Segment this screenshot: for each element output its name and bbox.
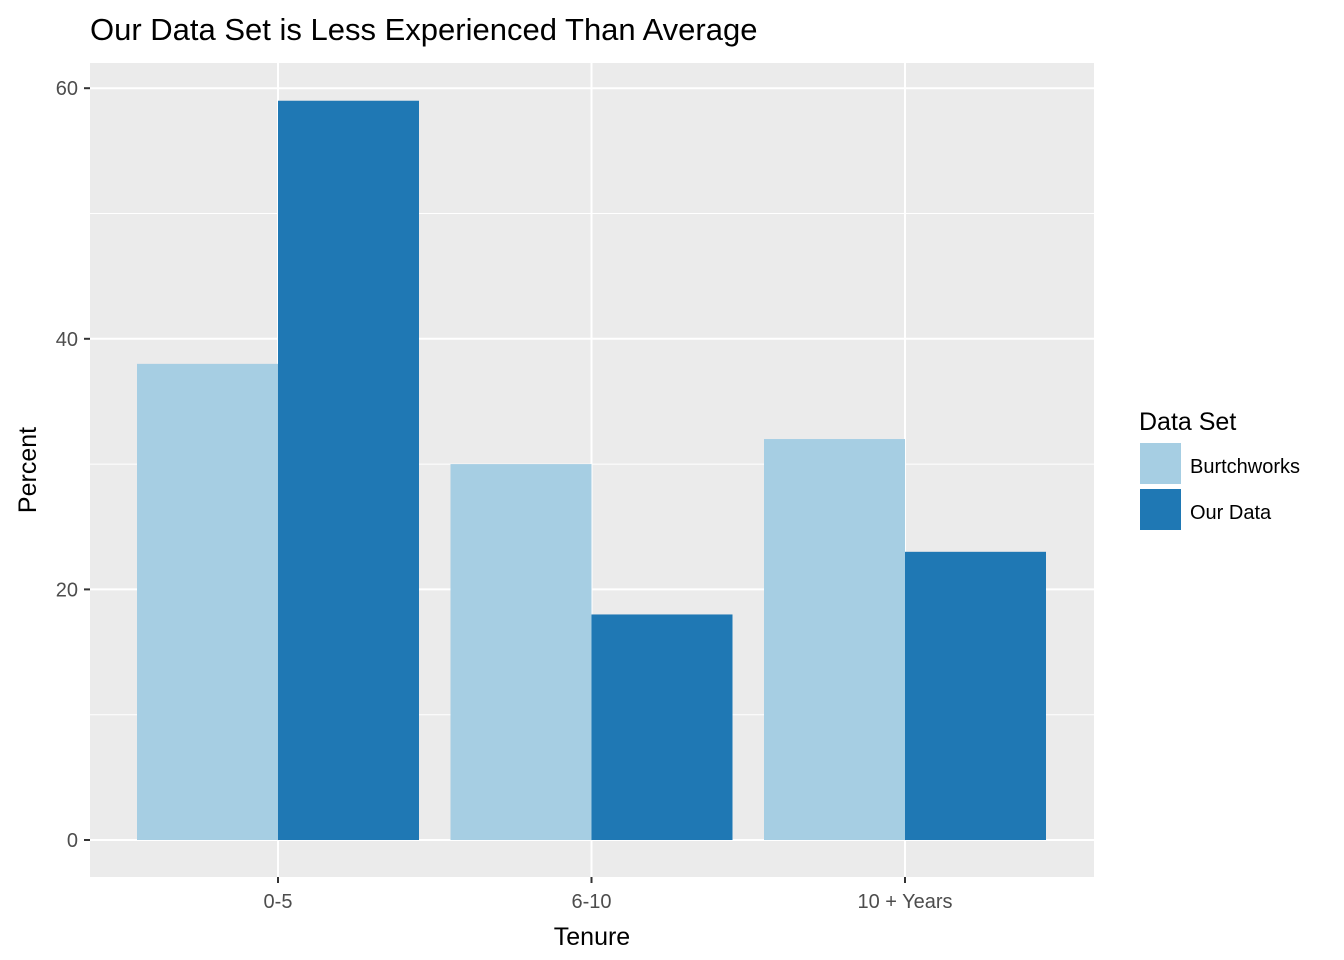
legend-label-burtchworks: Burtchworks [1190, 456, 1300, 478]
y-tick-label: 0 [67, 830, 78, 852]
x-tick-label: 10 + Years [857, 891, 952, 913]
y-tick-label: 60 [56, 78, 78, 100]
bar-burtchworks-0-5 [137, 363, 278, 840]
bar-our-data-6-10 [591, 614, 733, 840]
y-tick-label: 40 [56, 329, 78, 351]
x-axis: 0-5 6-10 10 + Years [264, 877, 953, 913]
bar-burtchworks-6-10 [450, 464, 592, 840]
legend-title: Data Set [1139, 408, 1236, 436]
x-tick-label: 0-5 [264, 891, 293, 913]
y-axis-title: Percent [14, 427, 42, 513]
legend-label-our-data: Our Data [1190, 502, 1272, 524]
legend-key-burtchworks [1140, 443, 1181, 484]
x-tick-label: 6-10 [571, 891, 611, 913]
x-axis-title: Tenure [554, 923, 630, 951]
y-tick-label: 20 [56, 579, 78, 601]
bar-our-data-0-5 [278, 100, 419, 841]
legend: Data Set Burtchworks Our Data [1139, 408, 1300, 530]
legend-key-our-data [1140, 489, 1181, 530]
bar-burtchworks-10-years [764, 439, 905, 840]
bar-our-data-10-years [905, 551, 1046, 840]
y-axis: 0 20 40 60 [56, 78, 90, 852]
chart-title: Our Data Set is Less Experienced Than Av… [90, 12, 757, 47]
bars [137, 100, 1046, 841]
